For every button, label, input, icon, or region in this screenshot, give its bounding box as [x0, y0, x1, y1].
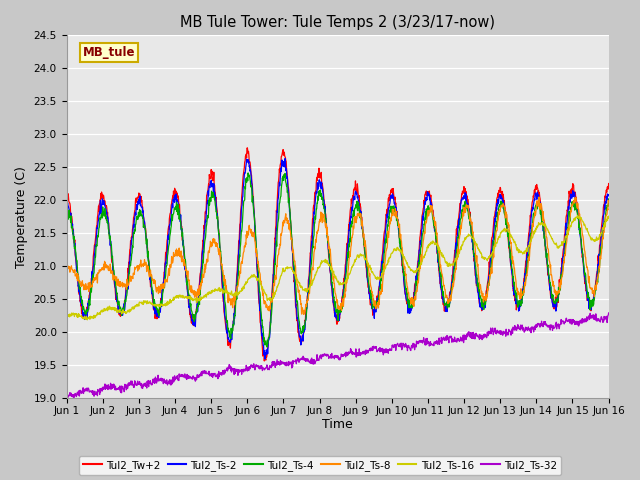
Line: Tul2_Ts-32: Tul2_Ts-32: [67, 313, 609, 399]
Tul2_Ts-2: [244, 159, 252, 165]
Tul2_Ts-8: [183, 269, 191, 275]
Line: Tul2_Tw+2: Tul2_Tw+2: [67, 148, 609, 361]
Tul2_Ts-4: [422, 206, 430, 212]
Tul2_Ts-4: [244, 170, 252, 176]
Tul2_Ts-2: [493, 200, 501, 206]
Tul2_Ts-2: [541, 239, 548, 244]
Tul2_Tw+2: [260, 358, 268, 364]
Tul2_Tw+2: [63, 194, 70, 200]
Tul2_Ts-8: [535, 194, 543, 200]
Tul2_Ts-4: [493, 218, 501, 224]
Line: Tul2_Ts-4: Tul2_Ts-4: [67, 173, 609, 347]
Title: MB Tule Tower: Tule Temps 2 (3/23/17-now): MB Tule Tower: Tule Temps 2 (3/23/17-now…: [180, 15, 495, 30]
Tul2_Ts-8: [605, 199, 612, 204]
Tul2_Tw+2: [244, 150, 252, 156]
Tul2_Ts-4: [244, 178, 252, 184]
Tul2_Ts-32: [541, 319, 548, 325]
Tul2_Tw+2: [243, 145, 251, 151]
Tul2_Ts-32: [244, 364, 252, 370]
Tul2_Ts-4: [263, 344, 271, 350]
Tul2_Ts-8: [541, 223, 548, 228]
Tul2_Ts-8: [493, 228, 500, 234]
Tul2_Ts-32: [493, 329, 500, 335]
Tul2_Ts-4: [170, 209, 178, 215]
Tul2_Ts-8: [244, 229, 252, 235]
Tul2_Ts-2: [183, 281, 191, 287]
Y-axis label: Temperature (C): Temperature (C): [15, 166, 28, 267]
Tul2_Ts-4: [63, 216, 70, 221]
Tul2_Ts-4: [541, 242, 548, 248]
Tul2_Ts-2: [605, 192, 612, 198]
Tul2_Ts-16: [83, 317, 91, 323]
Tul2_Ts-16: [574, 212, 582, 218]
Tul2_Ts-2: [281, 156, 289, 161]
Line: Tul2_Ts-8: Tul2_Ts-8: [67, 197, 609, 314]
Tul2_Ts-16: [422, 249, 429, 254]
Tul2_Ts-16: [541, 221, 548, 227]
Text: MB_tule: MB_tule: [83, 46, 135, 59]
Tul2_Ts-32: [64, 396, 72, 402]
Tul2_Tw+2: [493, 195, 501, 201]
X-axis label: Time: Time: [322, 419, 353, 432]
Tul2_Ts-32: [605, 310, 612, 316]
Tul2_Ts-16: [170, 296, 178, 302]
Tul2_Ts-2: [170, 199, 178, 204]
Tul2_Ts-16: [244, 276, 252, 282]
Tul2_Ts-4: [605, 196, 612, 202]
Line: Tul2_Ts-16: Tul2_Ts-16: [67, 215, 609, 320]
Tul2_Ts-8: [300, 312, 307, 317]
Tul2_Ts-4: [183, 282, 191, 288]
Tul2_Ts-32: [422, 342, 429, 348]
Tul2_Ts-8: [170, 253, 178, 259]
Tul2_Tw+2: [541, 238, 548, 243]
Tul2_Ts-8: [422, 220, 429, 226]
Tul2_Ts-16: [605, 213, 612, 219]
Tul2_Tw+2: [170, 192, 178, 198]
Tul2_Tw+2: [183, 286, 191, 291]
Line: Tul2_Ts-2: Tul2_Ts-2: [67, 158, 609, 359]
Tul2_Ts-16: [493, 240, 500, 246]
Tul2_Ts-32: [63, 392, 70, 397]
Tul2_Ts-2: [422, 198, 430, 204]
Tul2_Ts-16: [184, 295, 191, 301]
Tul2_Ts-32: [184, 375, 191, 381]
Tul2_Ts-2: [63, 201, 70, 206]
Legend: Tul2_Tw+2, Tul2_Ts-2, Tul2_Ts-4, Tul2_Ts-8, Tul2_Ts-16, Tul2_Ts-32: Tul2_Tw+2, Tul2_Ts-2, Tul2_Ts-4, Tul2_Ts…: [79, 456, 561, 475]
Tul2_Tw+2: [422, 188, 430, 194]
Tul2_Ts-16: [63, 312, 70, 317]
Tul2_Ts-32: [170, 378, 178, 384]
Tul2_Ts-8: [63, 264, 70, 270]
Tul2_Ts-2: [261, 356, 269, 362]
Tul2_Tw+2: [605, 180, 612, 186]
